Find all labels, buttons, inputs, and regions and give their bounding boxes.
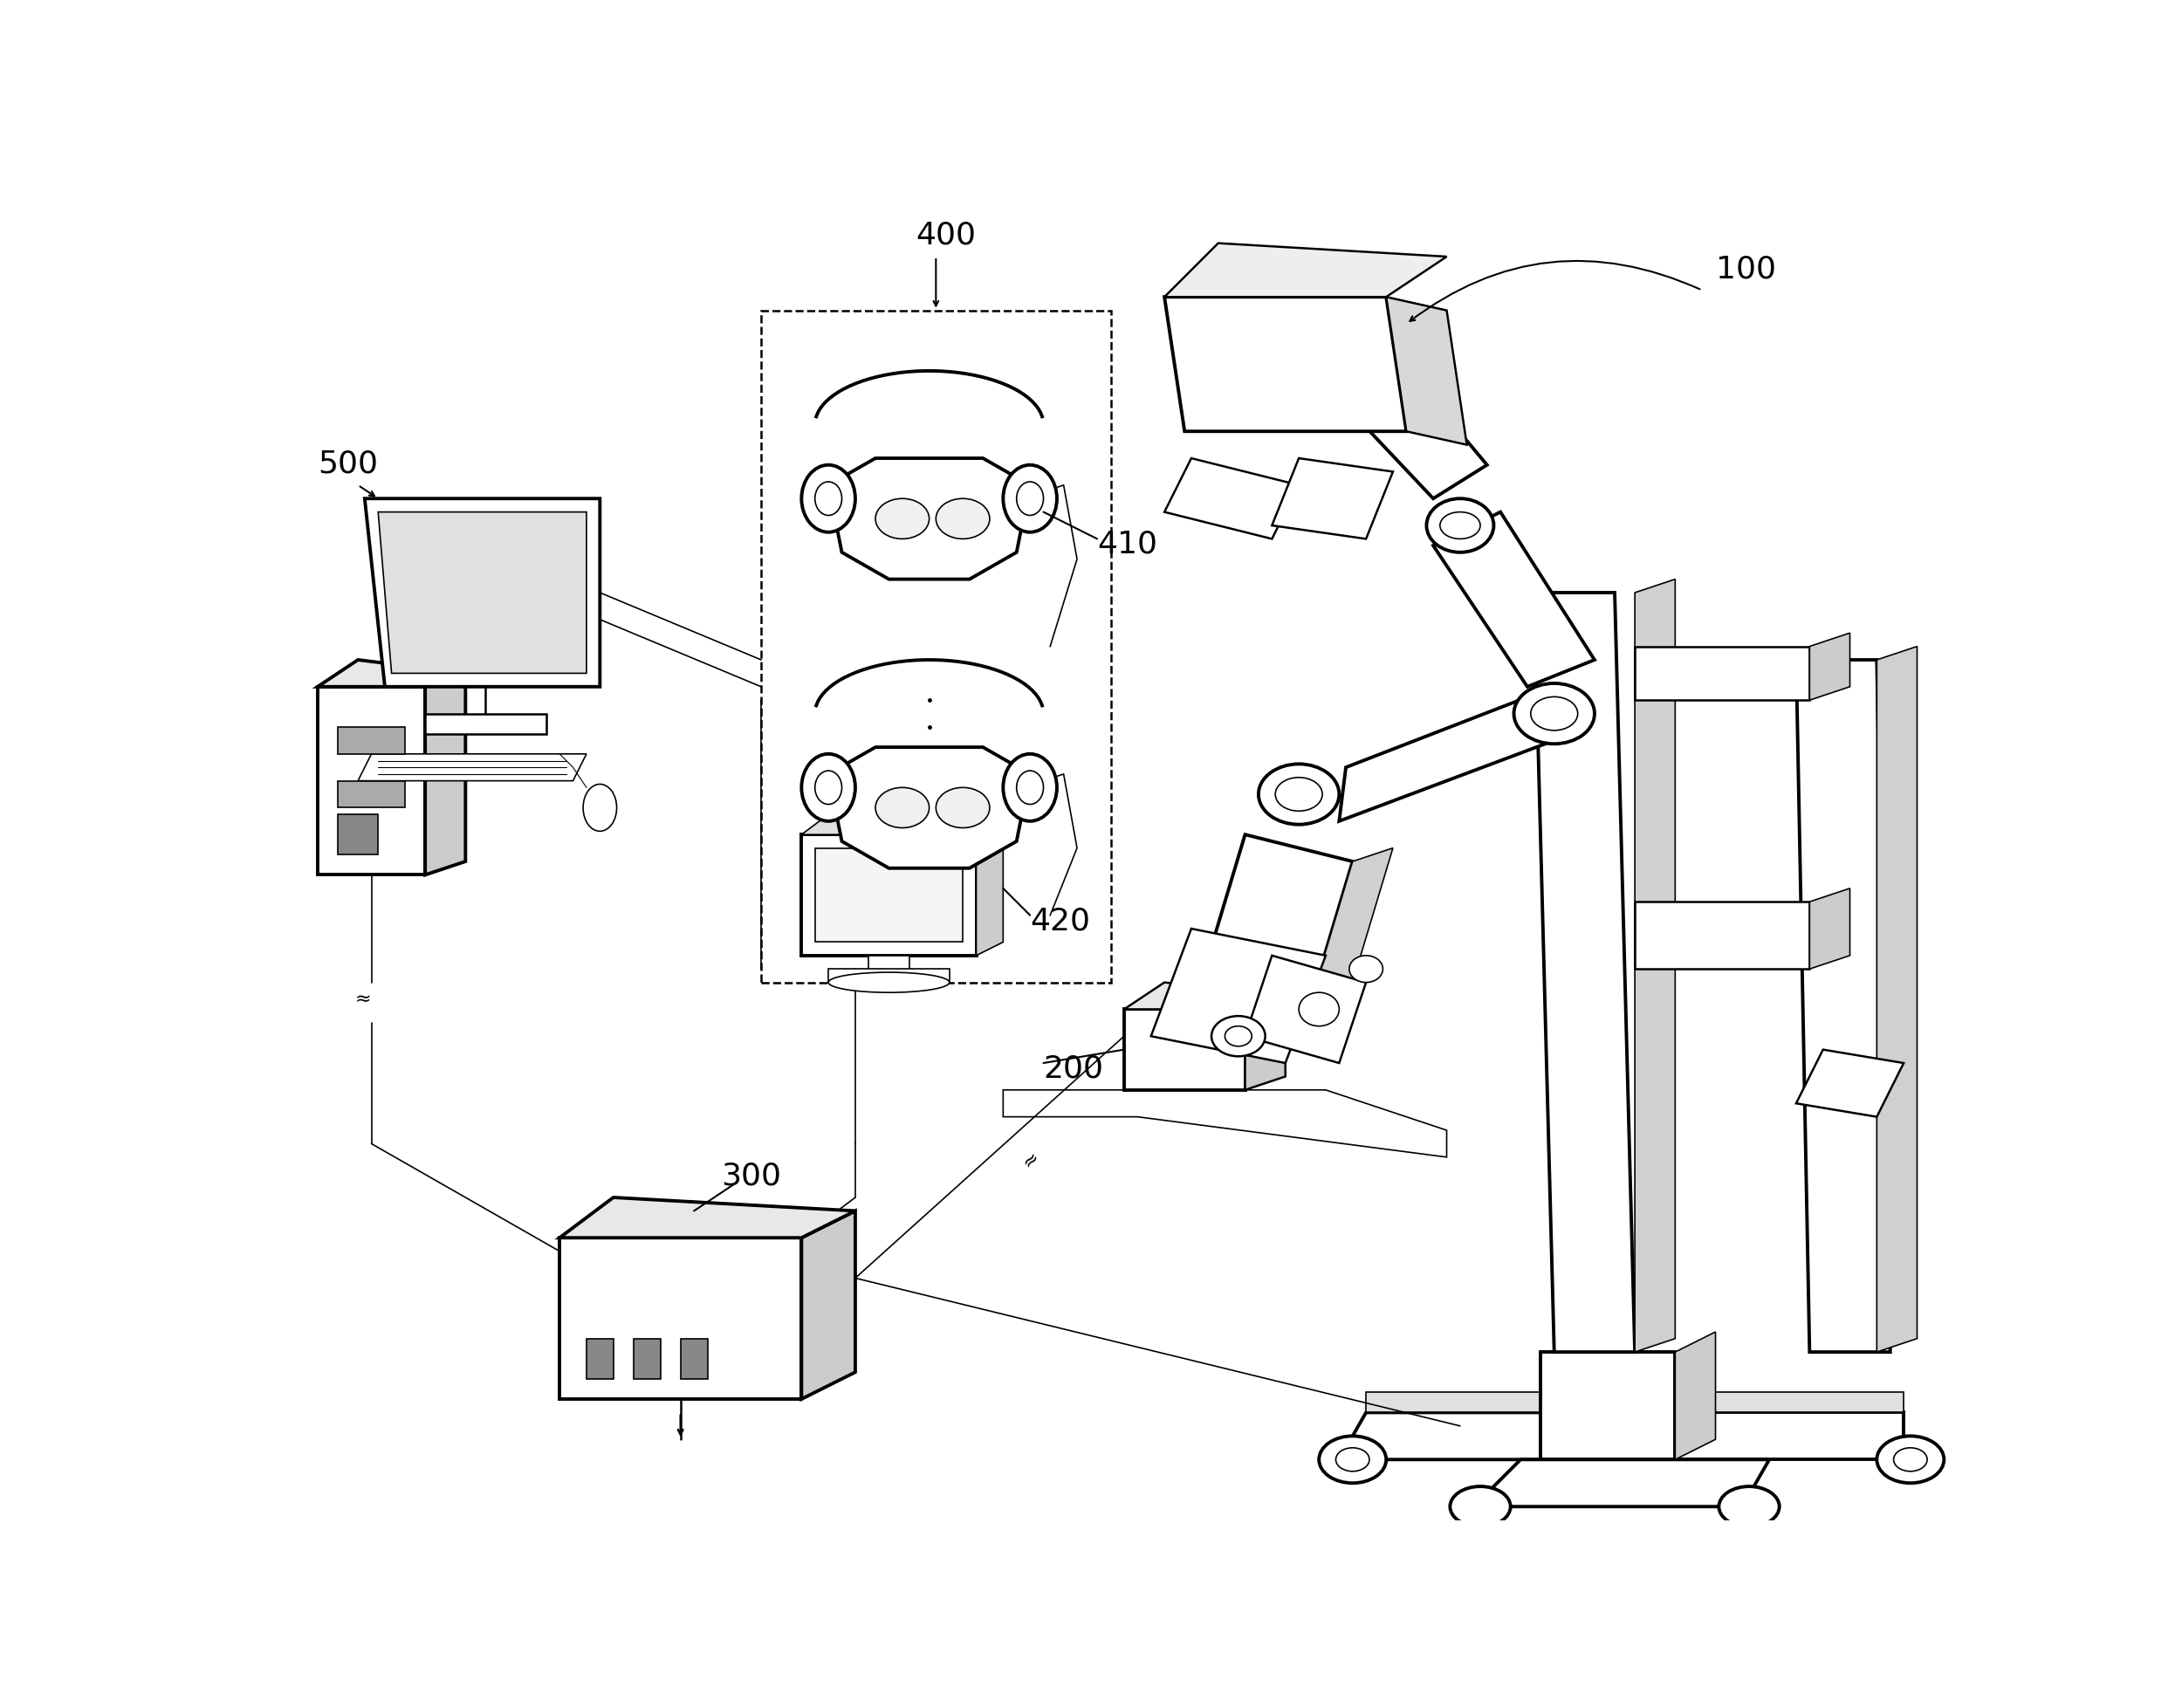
Polygon shape xyxy=(1366,1392,1568,1413)
Ellipse shape xyxy=(935,787,990,828)
Polygon shape xyxy=(1797,1050,1903,1117)
Ellipse shape xyxy=(1259,765,1340,825)
Polygon shape xyxy=(1164,244,1446,297)
Bar xyxy=(761,311,1111,982)
Ellipse shape xyxy=(1451,1486,1509,1527)
Polygon shape xyxy=(1655,1413,1903,1460)
Ellipse shape xyxy=(1531,697,1577,731)
Polygon shape xyxy=(378,512,587,673)
Text: 410: 410 xyxy=(1096,529,1157,559)
Text: 400: 400 xyxy=(916,220,977,249)
Ellipse shape xyxy=(816,482,842,516)
Ellipse shape xyxy=(1440,512,1481,540)
Ellipse shape xyxy=(1335,1448,1370,1471)
Polygon shape xyxy=(1164,297,1407,432)
Polygon shape xyxy=(1540,1353,1675,1460)
Polygon shape xyxy=(816,849,964,943)
Text: 420: 420 xyxy=(1031,905,1090,936)
Text: 100: 100 xyxy=(1716,254,1775,284)
Polygon shape xyxy=(1272,459,1392,540)
Text: $\approx$: $\approx$ xyxy=(350,989,372,1006)
Polygon shape xyxy=(559,1197,855,1238)
Polygon shape xyxy=(1636,579,1675,1353)
Polygon shape xyxy=(829,970,948,982)
Ellipse shape xyxy=(1225,1027,1253,1047)
Ellipse shape xyxy=(1003,466,1057,533)
Polygon shape xyxy=(1433,512,1594,687)
Ellipse shape xyxy=(1894,1448,1927,1471)
Polygon shape xyxy=(803,835,977,956)
Polygon shape xyxy=(1124,1009,1244,1090)
Polygon shape xyxy=(1636,902,1810,970)
Polygon shape xyxy=(1164,459,1298,540)
Polygon shape xyxy=(1636,647,1810,700)
Polygon shape xyxy=(1318,345,1488,499)
Ellipse shape xyxy=(1877,1436,1944,1483)
Ellipse shape xyxy=(1427,499,1494,553)
Bar xyxy=(633,1339,661,1378)
Polygon shape xyxy=(559,1238,803,1399)
Polygon shape xyxy=(1244,956,1366,1064)
Polygon shape xyxy=(1810,888,1851,970)
Ellipse shape xyxy=(1298,992,1340,1027)
Ellipse shape xyxy=(816,772,842,804)
Polygon shape xyxy=(1340,687,1555,822)
Ellipse shape xyxy=(874,787,929,828)
Polygon shape xyxy=(424,673,465,874)
Polygon shape xyxy=(1244,996,1285,1090)
Ellipse shape xyxy=(1348,956,1383,982)
Ellipse shape xyxy=(803,755,855,822)
Polygon shape xyxy=(1340,1413,1568,1460)
Bar xyxy=(337,728,405,755)
Bar xyxy=(337,815,378,856)
Text: 200: 200 xyxy=(1044,1054,1103,1083)
Polygon shape xyxy=(318,661,465,687)
Polygon shape xyxy=(1533,593,1636,1353)
Polygon shape xyxy=(977,822,1003,956)
Polygon shape xyxy=(829,748,1031,869)
Bar xyxy=(587,1339,613,1378)
Ellipse shape xyxy=(1718,1486,1779,1527)
Text: $\approx$: $\approx$ xyxy=(1016,1148,1042,1175)
Polygon shape xyxy=(1385,297,1466,446)
Polygon shape xyxy=(1655,1392,1903,1413)
Bar xyxy=(337,781,405,808)
Ellipse shape xyxy=(1514,683,1594,745)
Polygon shape xyxy=(829,459,1031,579)
Polygon shape xyxy=(424,714,546,734)
Polygon shape xyxy=(318,687,424,874)
Text: 300: 300 xyxy=(720,1161,781,1190)
Polygon shape xyxy=(365,499,600,687)
Polygon shape xyxy=(1675,1332,1716,1460)
Polygon shape xyxy=(1475,1460,1768,1506)
Ellipse shape xyxy=(1211,1016,1266,1057)
Ellipse shape xyxy=(1318,1436,1385,1483)
Ellipse shape xyxy=(1003,755,1057,822)
Ellipse shape xyxy=(1275,777,1322,811)
Text: 500: 500 xyxy=(318,449,378,478)
Polygon shape xyxy=(1877,647,1916,1353)
Ellipse shape xyxy=(829,972,948,992)
Ellipse shape xyxy=(803,466,855,533)
Ellipse shape xyxy=(874,499,929,540)
Ellipse shape xyxy=(583,784,618,832)
Polygon shape xyxy=(1205,835,1353,996)
Polygon shape xyxy=(1810,634,1851,700)
Polygon shape xyxy=(1312,849,1392,996)
Ellipse shape xyxy=(935,499,990,540)
Ellipse shape xyxy=(1016,772,1044,804)
Bar xyxy=(681,1339,707,1378)
Polygon shape xyxy=(868,956,909,982)
Polygon shape xyxy=(1151,929,1327,1064)
Polygon shape xyxy=(803,1211,855,1399)
Polygon shape xyxy=(359,755,587,781)
Polygon shape xyxy=(1797,661,1890,1353)
Ellipse shape xyxy=(1016,482,1044,516)
Polygon shape xyxy=(1003,1090,1446,1158)
Polygon shape xyxy=(1124,982,1285,1009)
Polygon shape xyxy=(803,815,1003,835)
